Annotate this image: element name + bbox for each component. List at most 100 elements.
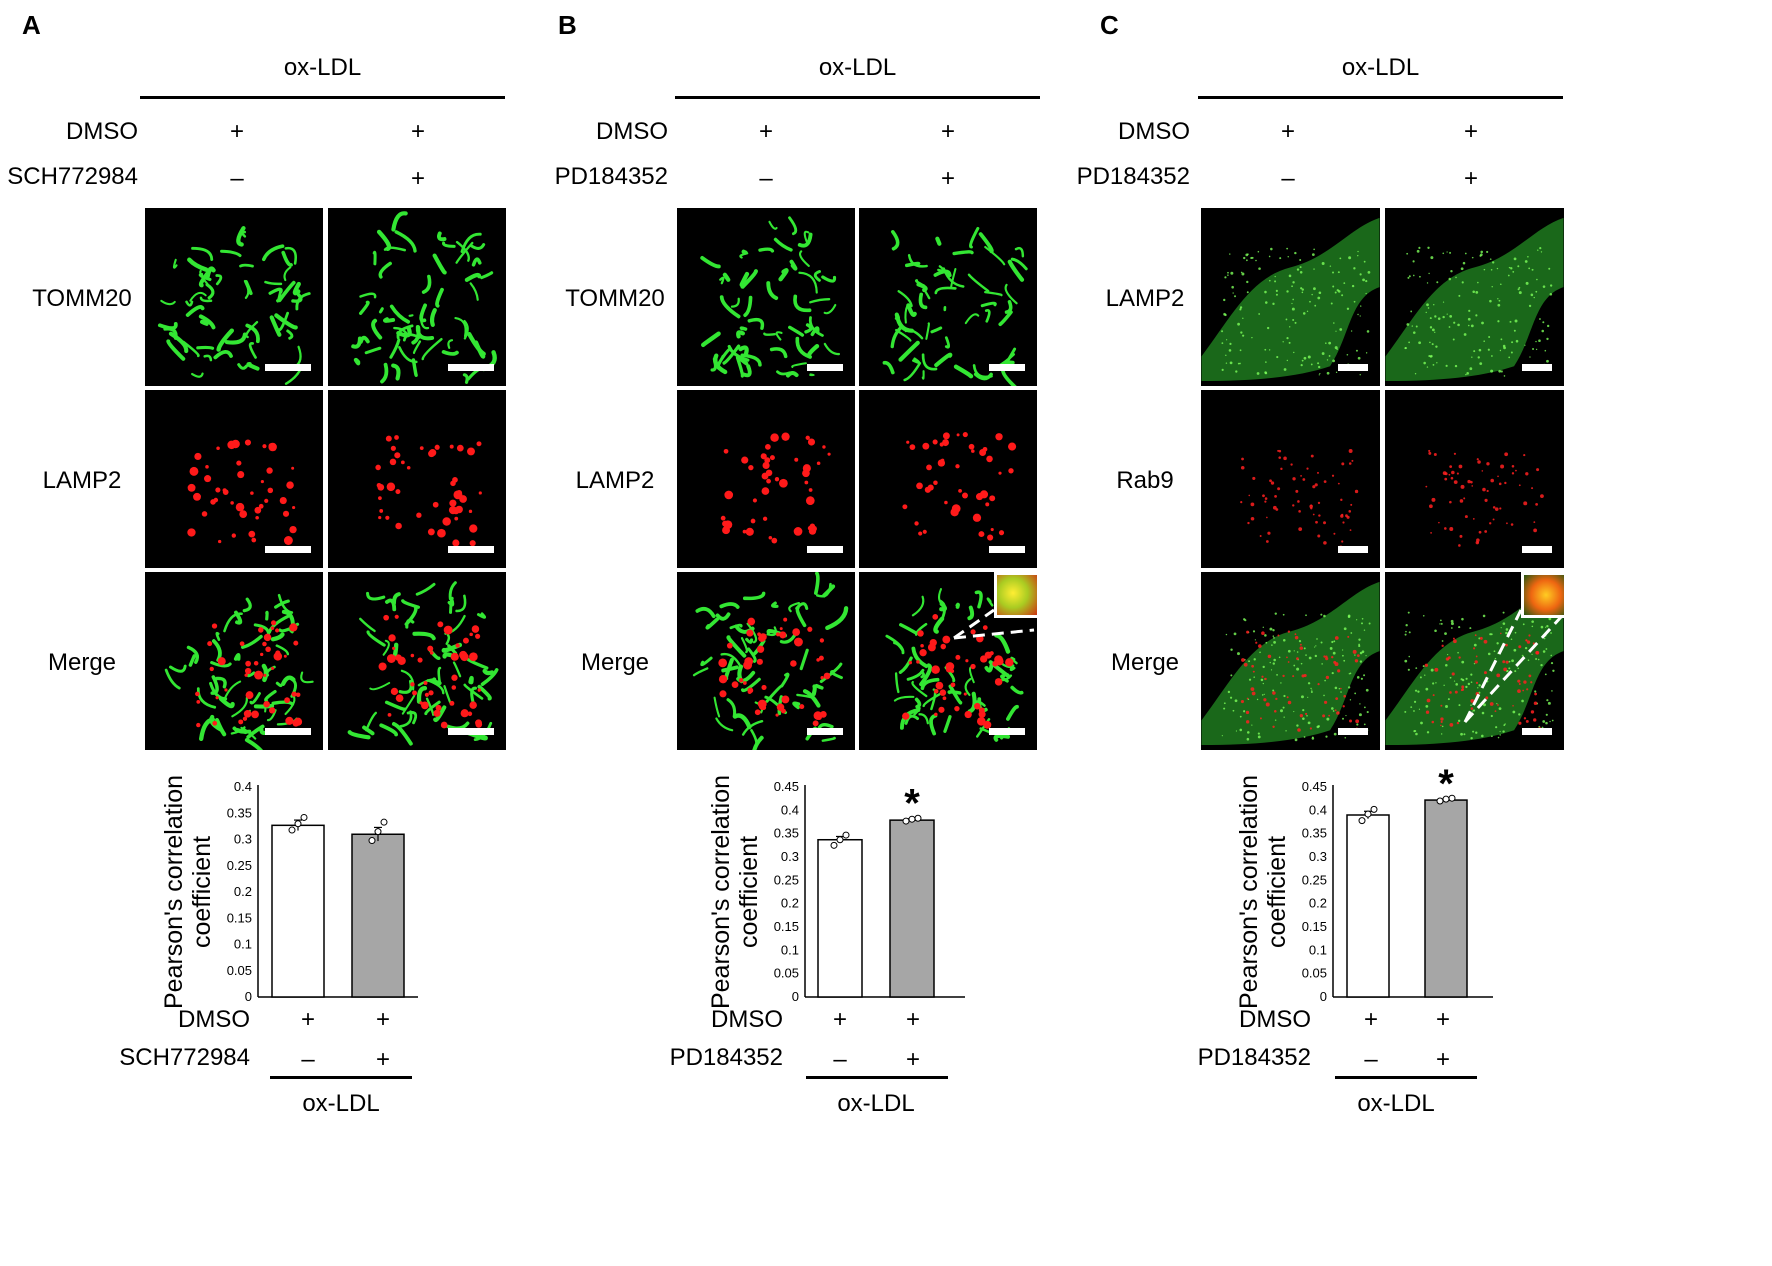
mitochondria-strand <box>792 701 801 710</box>
green-speck <box>1274 719 1277 721</box>
green-speck <box>1258 267 1261 270</box>
lysosome-dot <box>254 670 263 680</box>
red-speck <box>1287 700 1292 705</box>
red-speck <box>1342 521 1345 524</box>
red-speck <box>1317 534 1321 538</box>
green-speck <box>1229 361 1233 365</box>
red-speck <box>1343 694 1346 698</box>
y-tick-label: 0.15 <box>227 910 252 925</box>
green-speck <box>1239 715 1242 718</box>
red-speck <box>1472 517 1475 520</box>
red-speck <box>1277 634 1280 637</box>
mitochondria-strand <box>986 597 994 607</box>
green-speck <box>1453 321 1456 324</box>
green-speck <box>1342 717 1344 720</box>
lysosome-dot <box>389 458 397 466</box>
green-speck <box>1413 730 1416 733</box>
green-speck <box>1498 369 1502 373</box>
lysosome-dot <box>790 660 797 667</box>
green-speck <box>1334 291 1337 294</box>
red-speck <box>1322 714 1326 718</box>
mitochondria-strand <box>401 694 416 715</box>
red-speck <box>1325 657 1329 661</box>
mitochondria-strand <box>747 317 765 330</box>
mitochondria-strand <box>469 282 479 301</box>
mitochondria-strand <box>769 347 788 359</box>
lysosome-dot <box>248 530 256 538</box>
red-speck <box>1266 516 1268 519</box>
mitochondria-strand <box>1000 674 1009 683</box>
green-speck <box>1241 272 1245 276</box>
green-speck <box>1279 257 1282 260</box>
green-speck <box>1436 362 1438 364</box>
mitochondria-strand <box>740 637 748 654</box>
green-speck <box>1326 371 1330 375</box>
green-speck <box>1325 342 1327 344</box>
green-speck <box>1496 703 1498 705</box>
mitochondria-strand <box>1006 704 1019 721</box>
green-speck <box>1478 637 1481 640</box>
mitochondria-strand <box>952 250 974 256</box>
lysosome-dot <box>456 489 463 496</box>
data-point <box>294 820 302 828</box>
green-speck <box>1490 633 1493 636</box>
red-speck <box>1456 472 1459 475</box>
green-speck <box>1311 253 1315 257</box>
scale-bar <box>1338 546 1368 553</box>
green-speck <box>1336 348 1338 350</box>
green-speck <box>1431 328 1435 332</box>
scale-bar <box>1522 728 1552 735</box>
green-speck <box>1481 321 1484 325</box>
green-speck <box>1274 612 1277 615</box>
green-speck <box>1350 632 1353 634</box>
red-speck <box>1348 462 1352 465</box>
lysosome-dot <box>807 438 816 446</box>
mitochondria-strand <box>445 633 451 646</box>
green-speck <box>1514 631 1517 634</box>
green-speck <box>1546 359 1549 363</box>
red-speck <box>1485 696 1489 700</box>
mitochondria-strand <box>914 697 922 709</box>
lysosome-dot <box>442 517 451 526</box>
green-speck <box>1472 709 1476 712</box>
lysosome-dot <box>440 721 448 729</box>
mitochondria-strand <box>911 680 928 698</box>
green-speck <box>1350 330 1353 332</box>
mitochondria-strand <box>967 273 990 293</box>
green-speck <box>1510 267 1513 270</box>
red-speck <box>1440 720 1443 724</box>
green-speck <box>1445 663 1448 667</box>
red-speck <box>1444 477 1448 481</box>
green-speck <box>1314 654 1318 658</box>
green-speck <box>1500 370 1503 373</box>
green-speck <box>1536 278 1538 281</box>
mitochondria-strand <box>773 237 793 252</box>
green-speck <box>1342 649 1344 651</box>
green-speck <box>1314 646 1316 648</box>
data-point <box>836 836 844 844</box>
mitochondria-strand <box>274 313 298 330</box>
mitochondria-strand <box>269 315 282 337</box>
red-speck <box>1450 476 1454 480</box>
green-speck <box>1475 731 1478 734</box>
red-speck <box>1474 660 1478 664</box>
green-speck <box>1223 298 1226 302</box>
green-speck <box>1407 611 1410 614</box>
green-speck <box>1444 632 1447 635</box>
red-speck <box>1453 639 1457 644</box>
y-tick-label: 0.35 <box>774 826 799 841</box>
red-speck <box>1504 452 1509 457</box>
green-speck <box>1356 619 1358 621</box>
green-speck <box>1497 320 1500 323</box>
lysosome-dot <box>254 506 262 514</box>
bottom-row2-value-2: + <box>905 1046 920 1073</box>
row2-value-2: + <box>1463 165 1478 192</box>
red-speck <box>1518 721 1522 725</box>
mitochondria-strand <box>214 717 227 737</box>
mitochondria-strand <box>215 631 221 641</box>
red-speck <box>1272 505 1277 510</box>
green-speck <box>1514 319 1518 323</box>
mitochondria-strand <box>216 328 234 352</box>
green-speck <box>1255 259 1257 262</box>
y-tick-label: 0.05 <box>774 966 799 981</box>
